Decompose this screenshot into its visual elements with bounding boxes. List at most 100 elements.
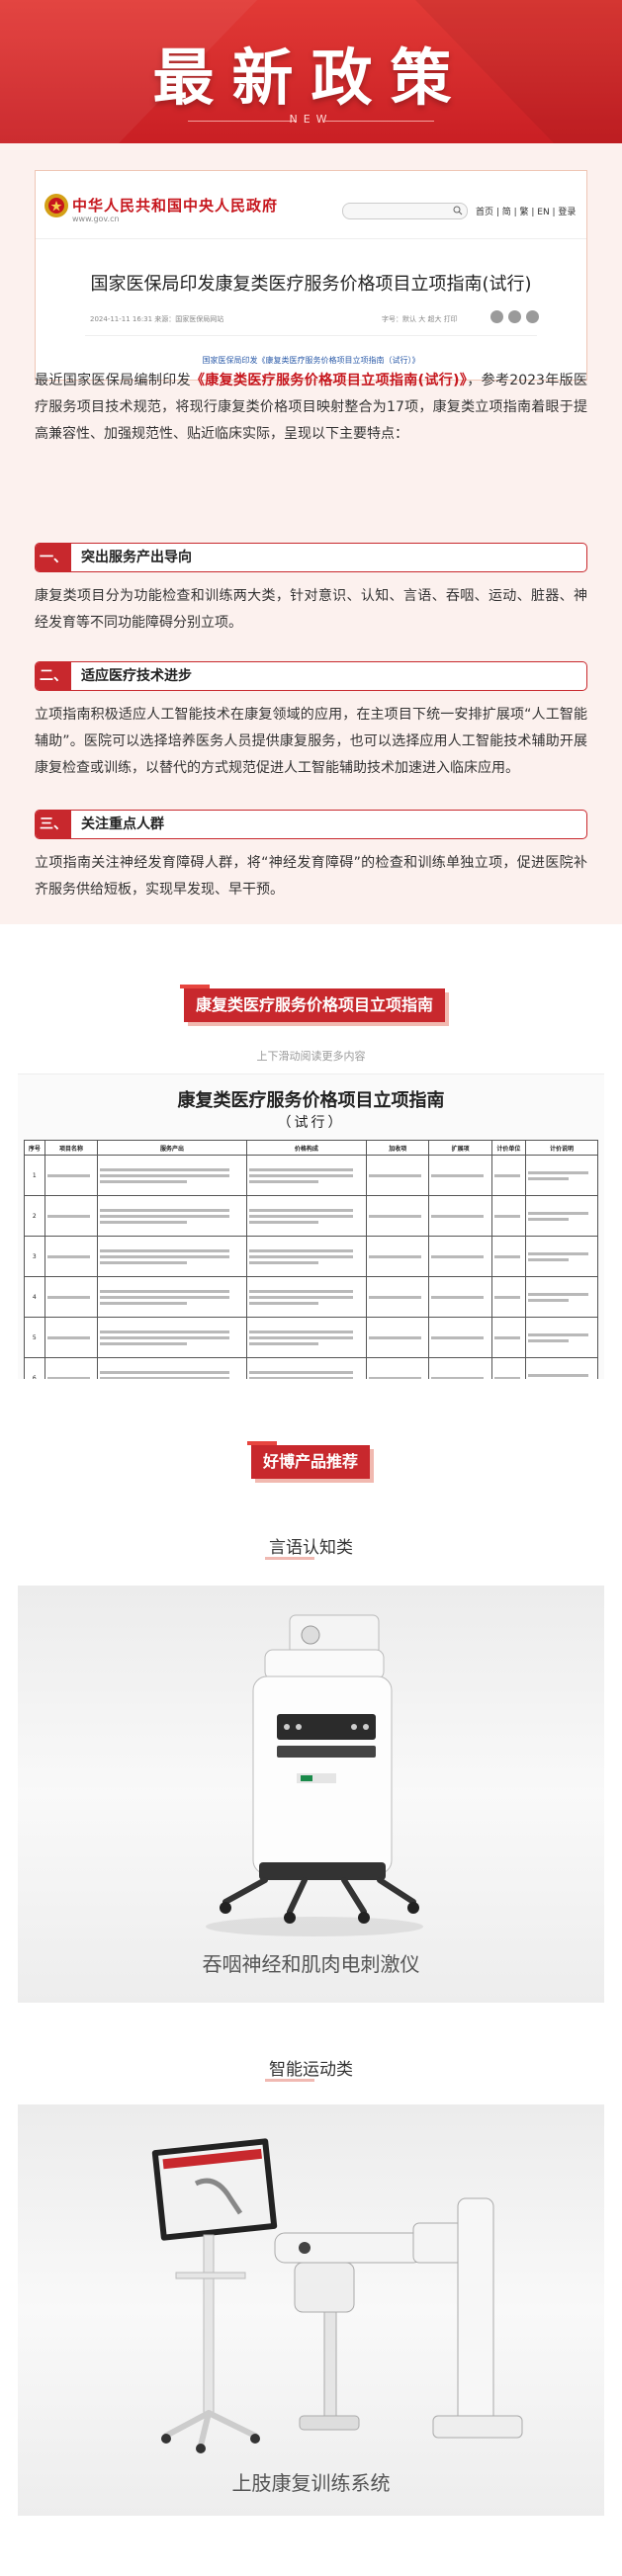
section-title: 适应医疗技术进步 <box>81 668 192 684</box>
product-image <box>206 1614 423 1936</box>
table-cell <box>44 1276 99 1318</box>
text-placeholder <box>248 1208 353 1212</box>
text-placeholder <box>46 1254 91 1258</box>
text-placeholder <box>100 1214 230 1218</box>
category-underline <box>265 2079 314 2082</box>
section-body: 立项指南积极适应人工智能技术在康复领域的应用，在主项目下统一安排扩展项“人工智能… <box>35 707 587 776</box>
table-cell <box>245 1276 368 1318</box>
section-badge: 好博产品推荐 <box>251 1445 371 1479</box>
text-placeholder <box>431 1376 484 1379</box>
gov-screenshot: 中华人民共和国中央人民政府 www.gov.cn 首页 | 简 | 繁 | EN… <box>35 170 587 381</box>
text-placeholder <box>369 1295 421 1299</box>
banner: 最新政策 NEW <box>0 0 622 143</box>
text-placeholder <box>248 1301 318 1305</box>
text-placeholder <box>527 1292 589 1296</box>
text-placeholder <box>493 1173 521 1177</box>
table-cell <box>366 1357 430 1379</box>
share-icon[interactable] <box>508 310 521 323</box>
table-cell <box>524 1276 599 1318</box>
table-cell <box>490 1357 526 1379</box>
text-placeholder <box>100 1295 230 1299</box>
table-cell <box>245 1317 368 1358</box>
text-placeholder <box>100 1301 187 1305</box>
table-cell <box>97 1276 247 1318</box>
text-placeholder <box>248 1167 353 1171</box>
text-placeholder <box>100 1167 230 1171</box>
text-placeholder <box>248 1370 353 1374</box>
text-placeholder <box>527 1373 589 1377</box>
text-placeholder <box>527 1298 569 1302</box>
row-number: 6 <box>24 1357 45 1379</box>
share-icon[interactable] <box>526 310 539 323</box>
table-cell <box>44 1155 99 1196</box>
document-title: 国家医保局印发康复类医疗服务价格项目立项指南(试行) <box>90 274 532 295</box>
text-placeholder <box>46 1214 91 1218</box>
table-cell <box>490 1236 526 1277</box>
section-badge: 康复类医疗服务价格项目立项指南 <box>184 988 446 1022</box>
text-placeholder <box>248 1260 318 1264</box>
product-panel[interactable]: 吞咽神经和肌肉电刺激仪 <box>18 1586 604 2003</box>
text-placeholder <box>369 1214 421 1218</box>
table-cell <box>490 1276 526 1318</box>
table-row: 6 <box>24 1357 599 1379</box>
site-url: www.gov.cn <box>72 215 120 223</box>
text-placeholder <box>527 1257 569 1261</box>
site-name: 中华人民共和国中央人民政府 <box>72 197 279 215</box>
product-caption: 上肢康复训练系统 <box>231 2471 391 2495</box>
site-nav[interactable]: 首页 | 简 | 繁 | EN | 登录 <box>476 208 577 217</box>
table-cell <box>524 1357 599 1379</box>
divider <box>85 335 537 336</box>
text-placeholder <box>431 1173 484 1177</box>
text-placeholder <box>431 1295 484 1299</box>
section-number: 三、 <box>36 811 71 838</box>
table-row: 5 <box>24 1317 599 1358</box>
table-cell <box>97 1155 247 1196</box>
text-placeholder <box>248 1330 353 1333</box>
font-size-options[interactable]: 字号：默认 大 超大 打印 <box>382 315 458 323</box>
table-cell <box>44 1317 99 1358</box>
text-placeholder <box>100 1208 230 1212</box>
divider <box>325 121 434 122</box>
product-panel[interactable]: 上肢康复训练系统 <box>18 2104 604 2516</box>
text-placeholder <box>248 1376 353 1379</box>
text-placeholder <box>248 1248 353 1252</box>
text-placeholder <box>100 1341 187 1345</box>
table-cell <box>44 1357 99 1379</box>
scroll-hint: 上下滑动阅读更多内容 <box>256 1050 366 1063</box>
table-cell <box>490 1317 526 1358</box>
text-placeholder <box>100 1330 230 1333</box>
product-category: 智能运动类 <box>269 2060 353 2080</box>
text-placeholder <box>100 1220 187 1224</box>
column-header: 加收项 <box>366 1140 430 1156</box>
share-icon[interactable] <box>490 310 503 323</box>
text-placeholder <box>493 1335 521 1339</box>
table-subtitle: （试行） <box>277 1115 345 1131</box>
divider <box>36 238 586 239</box>
badge-accent <box>180 985 210 988</box>
table-cell <box>366 1317 430 1358</box>
table-cell <box>366 1195 430 1237</box>
text-placeholder <box>100 1248 230 1252</box>
table-cell <box>366 1155 430 1196</box>
text-placeholder <box>527 1251 589 1255</box>
table-cell <box>97 1317 247 1358</box>
document-link[interactable]: 国家医保局印发《康复类医疗服务价格项目立项指南（试行）》 <box>202 356 420 365</box>
banner-title: 最新政策 <box>152 42 470 114</box>
text-placeholder <box>100 1289 230 1293</box>
row-number: 5 <box>24 1317 45 1358</box>
text-placeholder <box>493 1295 521 1299</box>
text-placeholder <box>248 1295 353 1299</box>
table-image[interactable]: 康复类医疗服务价格项目立项指南 （试行） 序号 项目名称 服务产出 价格构成 加收项 扩展… <box>18 1073 604 1379</box>
column-header: 序号 <box>24 1140 45 1156</box>
table-cell <box>97 1195 247 1237</box>
text-placeholder <box>100 1179 187 1183</box>
text-placeholder <box>369 1254 421 1258</box>
product-image <box>151 2138 523 2453</box>
table-cell <box>44 1195 99 1237</box>
column-header: 扩展项 <box>428 1140 492 1156</box>
search-box[interactable] <box>342 203 468 219</box>
text-placeholder <box>100 1335 230 1339</box>
text-placeholder <box>248 1335 353 1339</box>
text-placeholder <box>248 1220 318 1224</box>
